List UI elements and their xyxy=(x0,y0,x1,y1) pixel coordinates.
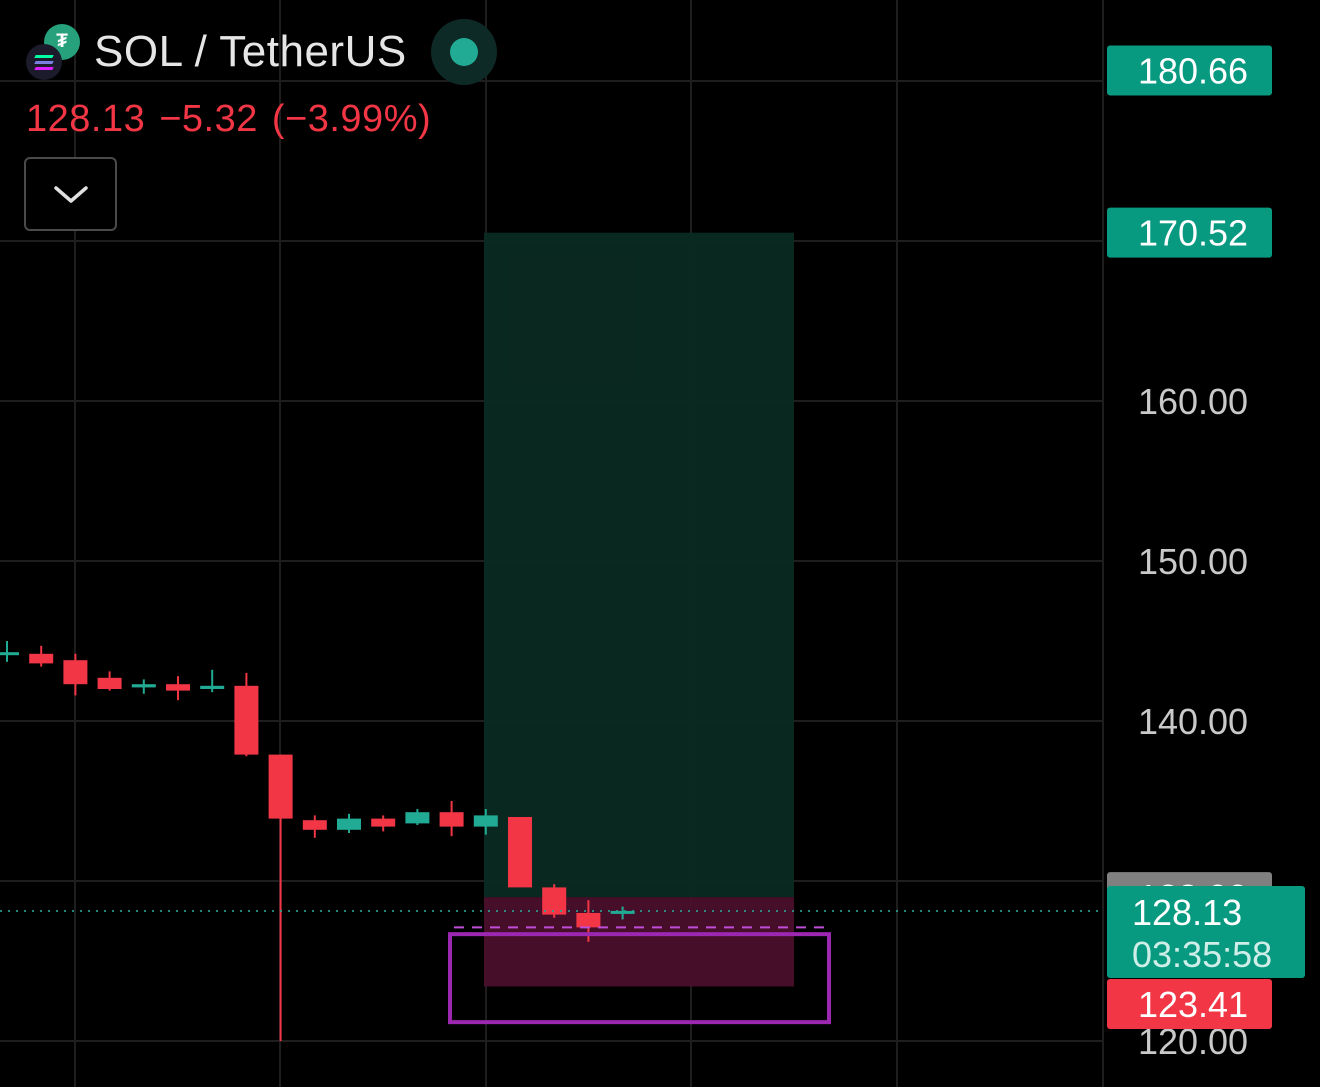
price-label-bg xyxy=(1107,207,1272,258)
candle-body xyxy=(268,754,293,819)
chevron-down-icon xyxy=(53,186,88,203)
last-price-badge-bg xyxy=(1107,886,1305,978)
chart-grid xyxy=(0,0,1104,1087)
candle xyxy=(97,671,122,691)
candle xyxy=(302,815,327,838)
candle-body xyxy=(542,887,567,915)
candle xyxy=(234,673,259,757)
price-label: 170.52 xyxy=(1107,207,1272,258)
candle xyxy=(371,815,396,832)
symbol-header: ₮ SOL / TetherUS 128.13 −5.32 (−3.99%) xyxy=(26,19,497,141)
candle xyxy=(542,884,567,918)
candle-body xyxy=(200,685,225,689)
price-label-text: 123.41 xyxy=(1138,984,1248,1025)
price-label-bg xyxy=(1107,979,1272,1029)
candle-body xyxy=(29,653,54,664)
candle-body xyxy=(63,660,88,685)
candle-body xyxy=(234,685,259,755)
candle-body xyxy=(439,812,464,827)
candle xyxy=(337,813,361,833)
candle xyxy=(200,669,225,693)
stop-zone xyxy=(484,897,794,987)
price-change-percent: (−3.99%) xyxy=(271,98,432,140)
coin-icons: ₮ xyxy=(26,22,88,82)
candle-body xyxy=(0,652,19,656)
price-axis: 160.00150.00140.00120.00180.66170.52128.… xyxy=(1107,45,1305,1062)
candle xyxy=(0,641,19,662)
solana-icon xyxy=(26,44,62,80)
candle xyxy=(473,809,498,835)
candle xyxy=(508,817,532,888)
market-open-dot-icon xyxy=(449,38,478,66)
last-price: 128.13 xyxy=(26,98,146,140)
target-zone xyxy=(484,232,794,898)
countdown-text: 03:35:58 xyxy=(1132,934,1272,975)
axis-tick-label: 150.00 xyxy=(1138,541,1248,582)
symbol-name[interactable]: SOL / TetherUS xyxy=(94,27,407,76)
candle-body xyxy=(166,684,190,691)
candle-body xyxy=(131,684,156,688)
candle-body xyxy=(610,910,635,914)
entry-box xyxy=(448,932,831,1025)
price-label-bg xyxy=(1107,45,1272,96)
price-label-text: 180.66 xyxy=(1138,50,1248,91)
candle-body xyxy=(576,913,601,928)
candle xyxy=(268,754,293,1041)
price-label-text: 170.52 xyxy=(1138,213,1248,254)
candle-body xyxy=(473,815,498,827)
candle xyxy=(131,679,156,694)
candle-body xyxy=(371,818,396,827)
price-label: 180.66 xyxy=(1107,45,1272,96)
price-overlays xyxy=(0,910,1104,1025)
candles xyxy=(0,641,635,1041)
collapse-legend-button[interactable] xyxy=(24,157,117,231)
axis-tick-label: 140.00 xyxy=(1138,701,1248,742)
candle-body xyxy=(97,677,122,689)
price-summary: 128.13 −5.32 (−3.99%) xyxy=(26,98,497,141)
candle-body xyxy=(302,820,327,830)
candle-body xyxy=(337,818,361,830)
axis-tick-label: 160.00 xyxy=(1138,381,1248,422)
price-change: −5.32 xyxy=(159,98,258,140)
position-zones xyxy=(484,232,794,987)
candle xyxy=(63,653,88,696)
candle xyxy=(29,645,54,667)
candle xyxy=(405,809,430,825)
candle-body xyxy=(405,812,430,824)
candle xyxy=(166,676,190,701)
candle xyxy=(439,801,464,837)
candle xyxy=(610,906,635,920)
market-status-indicator[interactable] xyxy=(430,19,497,85)
price-label: 123.41 xyxy=(1107,979,1272,1029)
candle-body xyxy=(508,817,532,888)
last-price-text: 128.13 xyxy=(1132,892,1242,933)
